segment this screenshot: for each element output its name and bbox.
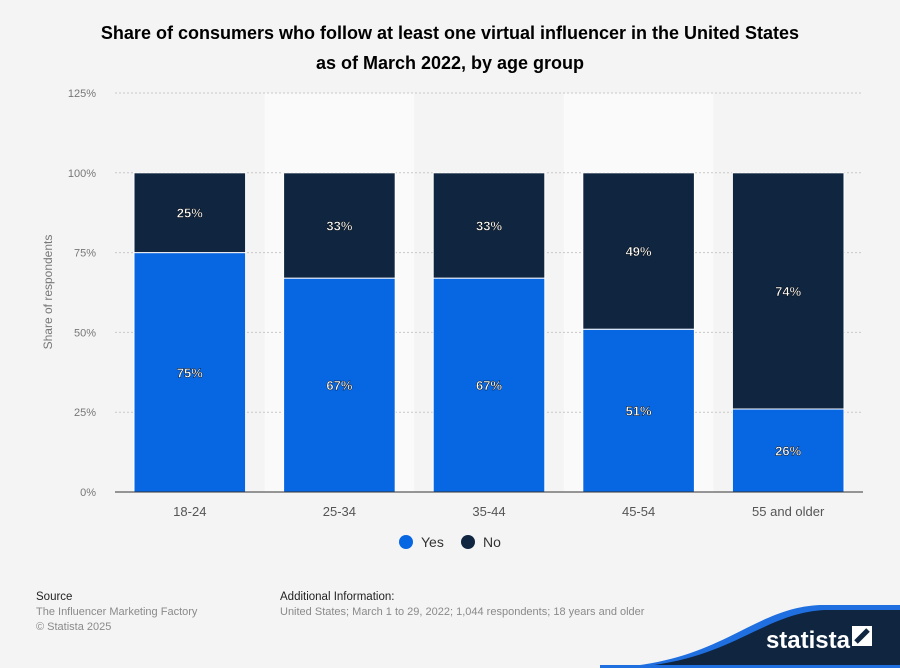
x-tick-label: 25-34 — [323, 504, 356, 519]
copyright: © Statista 2025 — [36, 621, 112, 633]
y-tick-label: 50% — [74, 327, 96, 339]
info-block: Additional Information: United States; M… — [280, 590, 644, 620]
bar-yes — [731, 408, 845, 493]
legend-marker-yes — [399, 535, 413, 549]
data-label: 26% — [775, 444, 801, 459]
x-tick-label: 35-44 — [472, 504, 505, 519]
y-axis-label: Share of respondents — [41, 235, 55, 350]
data-label: 51% — [626, 404, 652, 419]
x-tick-label: 55 and older — [752, 504, 825, 519]
bar-yes — [432, 277, 546, 493]
statista-logo: statista — [765, 627, 850, 654]
data-label: 33% — [476, 218, 502, 233]
bar-yes — [582, 328, 695, 493]
legend-marker-no — [461, 535, 475, 549]
chart-title: Share of consumers who follow at least o… — [100, 23, 800, 73]
data-label: 25% — [177, 206, 203, 221]
y-tick-label: 25% — [74, 407, 96, 419]
legend-label: No — [483, 534, 501, 550]
y-tick-label: 0% — [80, 487, 96, 499]
data-label: 67% — [326, 378, 352, 393]
data-label: 75% — [177, 365, 203, 380]
x-tick-label: 45-54 — [622, 504, 655, 519]
y-tick-label: 75% — [74, 248, 96, 260]
bar-no — [432, 172, 546, 279]
source-label: Source — [36, 591, 73, 603]
y-tick-label: 125% — [68, 88, 96, 100]
source-block: Source The Influencer Marketing Factory … — [36, 590, 197, 635]
bar-no — [133, 172, 247, 254]
data-label: 67% — [476, 378, 502, 393]
source-text[interactable]: The Influencer Marketing Factory — [36, 606, 198, 618]
bar-no — [582, 172, 695, 330]
data-label: 49% — [626, 244, 652, 259]
statista-logo-swoosh — [600, 605, 900, 668]
info-label: Additional Information: — [280, 591, 395, 603]
legend-label: Yes — [421, 534, 444, 550]
bar-no — [283, 172, 396, 279]
x-tick-label: 18-24 — [173, 504, 206, 519]
data-label: 33% — [326, 218, 352, 233]
data-label: 74% — [775, 284, 801, 299]
info-text: United States; March 1 to 29, 2022; 1,04… — [280, 606, 645, 618]
bar-no — [731, 172, 845, 410]
y-tick-label: 100% — [68, 168, 96, 180]
stacked-bar-chart: 0% 25% 50% 75% 100% 125% Share of respondents 7… — [41, 88, 863, 550]
